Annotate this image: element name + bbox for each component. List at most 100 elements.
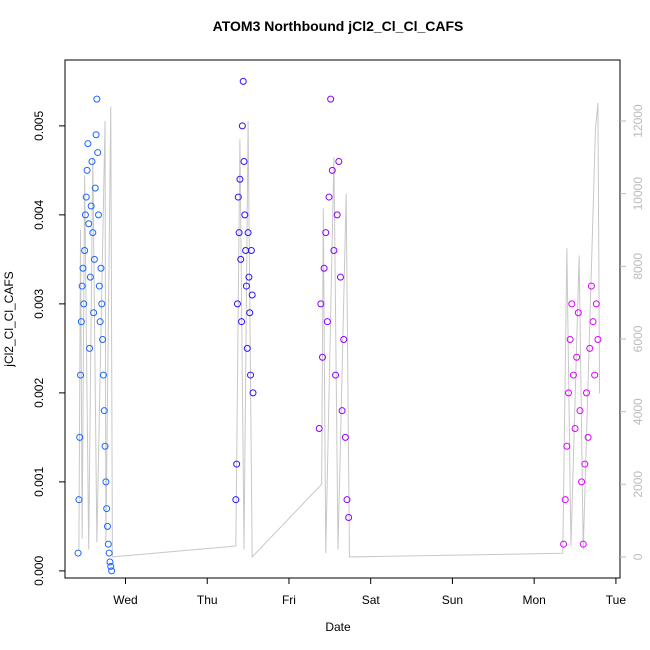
y2-tick-label: 10000: [631, 177, 645, 211]
data-point: [74, 549, 82, 557]
data-point: [335, 157, 343, 165]
data-point: [343, 496, 351, 504]
data-point: [241, 211, 249, 219]
data-point: [587, 282, 595, 290]
data-point: [86, 344, 94, 352]
data-point: [96, 318, 104, 326]
data-point: [341, 433, 349, 441]
data-point: [234, 193, 242, 201]
data-point: [239, 77, 247, 85]
data-point: [336, 273, 344, 281]
data-point: [247, 246, 255, 254]
data-point: [322, 229, 330, 237]
data-point: [579, 540, 587, 548]
data-point: [574, 309, 582, 317]
data-point: [102, 478, 110, 486]
data-point: [320, 264, 328, 272]
data-point: [338, 407, 346, 415]
data-point: [81, 211, 89, 219]
data-point: [233, 300, 241, 308]
plot-frame: [64, 59, 621, 579]
data-point: [77, 371, 85, 379]
data-point: [243, 344, 251, 352]
data-point: [594, 335, 602, 343]
data-point: [565, 389, 573, 397]
data-point: [235, 229, 243, 237]
data-point: [89, 229, 97, 237]
data-point: [242, 246, 250, 254]
data-point: [80, 300, 88, 308]
data-point: [79, 264, 87, 272]
data-point: [569, 371, 577, 379]
y2-tick-label: 4000: [631, 398, 645, 425]
y-tick-label: 0.004: [32, 200, 46, 230]
data-point: [104, 522, 112, 530]
data-point: [573, 353, 581, 361]
data-point: [82, 193, 90, 201]
y-tick-label: 0.001: [32, 467, 46, 497]
x-tick-label: Sat: [362, 593, 381, 607]
chart-title: ATOM3 Northbound jCl2_Cl_Cl_CAFS: [213, 18, 464, 34]
x-tick-label: Thu: [197, 593, 218, 607]
data-point: [93, 95, 101, 103]
data-point: [81, 246, 89, 254]
y2-tick-label: 12000: [631, 104, 645, 138]
data-point: [91, 184, 99, 192]
data-point: [85, 220, 93, 228]
data-point: [560, 540, 568, 548]
data-point: [237, 255, 245, 263]
data-point: [95, 282, 103, 290]
data-point: [240, 157, 248, 165]
data-point: [245, 273, 253, 281]
data-point: [107, 562, 115, 570]
y2-tick-label: 6000: [631, 325, 645, 352]
data-point: [586, 344, 594, 352]
y-tick-label: 0.002: [32, 378, 46, 408]
data-point: [582, 389, 590, 397]
y2-tick-label: 8000: [631, 253, 645, 280]
data-point: [333, 211, 341, 219]
data-point: [327, 95, 335, 103]
data-point: [86, 273, 94, 281]
data-point: [568, 300, 576, 308]
x-tick-label: Wed: [113, 593, 137, 607]
y2-tick-label: 2000: [631, 471, 645, 498]
data-point: [236, 175, 244, 183]
data-point: [104, 540, 112, 548]
data-point: [90, 255, 98, 263]
data-point: [592, 300, 600, 308]
data-point: [330, 246, 338, 254]
data-point: [105, 549, 113, 557]
x-axis-label: Date: [325, 620, 351, 634]
data-point: [238, 318, 246, 326]
data-point: [84, 140, 92, 148]
data-point: [87, 202, 95, 210]
x-tick-label: Sun: [442, 593, 463, 607]
data-point: [591, 371, 599, 379]
data-point: [581, 460, 589, 468]
data-point: [317, 300, 325, 308]
data-point: [77, 318, 85, 326]
y2-tick-label: 0: [631, 553, 645, 560]
data-point: [340, 335, 348, 343]
data-point: [589, 318, 597, 326]
data-point: [244, 229, 252, 237]
data-point: [99, 371, 107, 379]
data-point: [332, 371, 340, 379]
data-point: [78, 282, 86, 290]
y-tick-label: 0.000: [32, 556, 46, 586]
data-point: [90, 309, 98, 317]
data-point: [238, 122, 246, 130]
data-line: [78, 102, 601, 559]
data-point: [249, 389, 257, 397]
data-point: [345, 513, 353, 521]
data-point: [94, 149, 102, 157]
data-point: [584, 433, 592, 441]
data-point: [315, 424, 323, 432]
data-point: [97, 264, 105, 272]
data-point: [576, 407, 584, 415]
y-tick-label: 0.005: [32, 111, 46, 141]
data-point: [318, 353, 326, 361]
